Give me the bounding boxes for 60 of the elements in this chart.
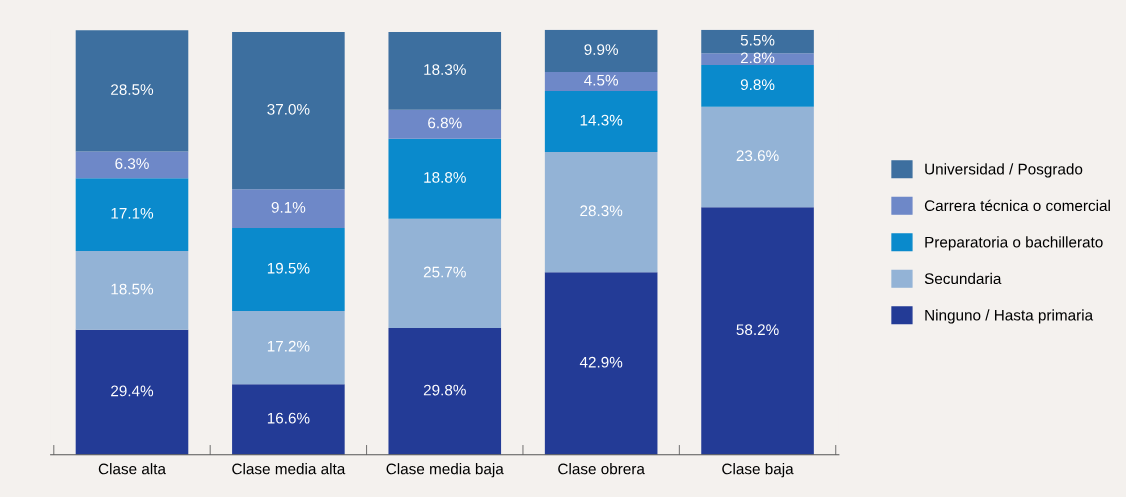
bar <box>75 329 189 455</box>
bar <box>701 65 814 107</box>
bar <box>232 189 345 229</box>
bar <box>232 228 345 311</box>
legend-label: Carrera técnica o comercial <box>924 199 1110 212</box>
bar <box>388 328 502 455</box>
bar <box>701 106 814 208</box>
legend-label: Universidad / Posgrado <box>925 163 1083 178</box>
data-label: 29.4% <box>111 385 154 397</box>
data-label: 6.8% <box>428 117 462 129</box>
bar <box>388 138 502 219</box>
x-tick-label: Clase media alta <box>232 463 346 475</box>
data-label: 28.3% <box>580 205 623 217</box>
legend-label: Ninguno / Hasta primaria <box>925 309 1094 324</box>
bar <box>75 30 189 152</box>
x-tick-label: Clase alta <box>98 463 166 475</box>
data-label: 5.5% <box>740 34 775 46</box>
data-label: 2.8% <box>740 52 775 64</box>
bar <box>388 31 502 110</box>
bar <box>544 272 658 455</box>
data-label: 14.3% <box>580 114 623 126</box>
data-label: 16.6% <box>267 412 310 424</box>
bar <box>388 109 502 139</box>
bar <box>75 251 189 330</box>
data-label: 37.0% <box>267 103 310 115</box>
data-label: 9.9% <box>584 44 619 55</box>
legend-label: Preparatoria o bachillerato <box>925 236 1103 251</box>
bar <box>701 53 814 66</box>
x-tick-label: Clase baja <box>722 463 794 478</box>
bar <box>232 31 345 190</box>
data-label: 25.7% <box>423 266 466 278</box>
data-label: 9.1% <box>271 201 306 213</box>
bar <box>544 71 658 92</box>
bar <box>232 384 345 455</box>
data-label: 6.3% <box>115 158 149 169</box>
bar <box>544 91 658 152</box>
x-tick-label: Clase media baja <box>386 463 504 478</box>
bar <box>232 310 345 385</box>
data-label: 23.6% <box>736 150 779 162</box>
data-label: 17.2% <box>267 340 310 352</box>
data-label: 18.8% <box>424 171 466 183</box>
data-label: 18.5% <box>111 283 154 295</box>
bar <box>388 218 502 328</box>
bar <box>75 178 189 252</box>
data-label: 29.8% <box>423 384 466 396</box>
data-label: 17.1% <box>111 207 154 219</box>
data-label: 18.3% <box>424 64 466 75</box>
data-label: 42.9% <box>579 356 623 368</box>
bar <box>544 151 658 273</box>
bar <box>544 29 658 72</box>
data-label: 28.5% <box>111 84 154 95</box>
bar <box>701 29 814 54</box>
bar <box>75 151 189 179</box>
x-tick-label: Clase obrera <box>558 463 645 475</box>
legend-label: Secundaria <box>924 272 1002 285</box>
data-label: 19.5% <box>267 262 310 274</box>
data-label: 58.2% <box>736 324 779 336</box>
bar <box>701 207 814 455</box>
data-label: 9.8% <box>740 79 775 91</box>
data-label: 4.5% <box>584 74 619 86</box>
